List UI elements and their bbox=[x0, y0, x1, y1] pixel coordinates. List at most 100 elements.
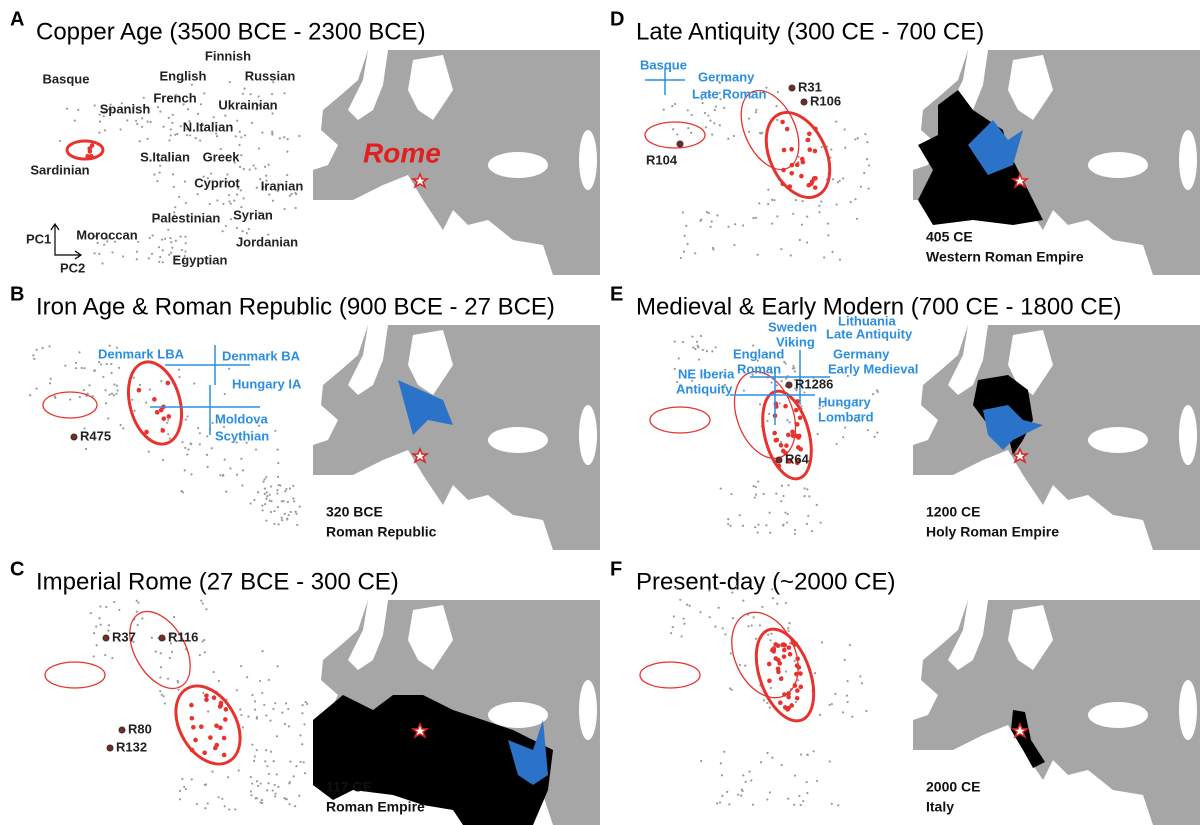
reference-point bbox=[762, 699, 766, 702]
ancient-point bbox=[211, 695, 217, 701]
panel-letter: D bbox=[610, 8, 624, 30]
reference-point bbox=[740, 794, 743, 797]
reference-point bbox=[69, 398, 72, 401]
reference-point bbox=[771, 756, 774, 759]
sample-label: R475 bbox=[80, 428, 111, 443]
reference-point bbox=[295, 512, 298, 515]
reference-point bbox=[223, 392, 226, 396]
ancient-point bbox=[807, 131, 812, 137]
reference-point bbox=[224, 224, 227, 228]
reference-point bbox=[803, 495, 806, 498]
reference-point bbox=[261, 131, 264, 134]
reference-point bbox=[778, 402, 781, 405]
reference-point bbox=[737, 793, 740, 796]
reference-point bbox=[258, 211, 261, 214]
reference-point bbox=[190, 443, 193, 446]
reference-point bbox=[41, 347, 44, 350]
reference-point bbox=[112, 394, 115, 397]
reference-point bbox=[776, 215, 779, 218]
reference-point bbox=[240, 136, 243, 139]
reference-point bbox=[146, 137, 149, 140]
reference-point bbox=[253, 700, 257, 703]
reference-point bbox=[217, 679, 220, 683]
reference-point bbox=[102, 111, 105, 114]
reference-point bbox=[276, 448, 279, 451]
ancient-point bbox=[787, 651, 793, 657]
ancient-point bbox=[154, 410, 160, 415]
population-label: Egyptian bbox=[173, 252, 228, 267]
reference-point bbox=[98, 361, 101, 364]
reference-point bbox=[245, 232, 249, 235]
reference-point bbox=[169, 237, 172, 240]
population-label: Denmark BA bbox=[222, 348, 301, 363]
ancient-point bbox=[771, 646, 777, 651]
reference-point bbox=[158, 260, 161, 264]
reference-point bbox=[292, 497, 295, 500]
reference-point bbox=[799, 803, 802, 807]
reference-point bbox=[262, 480, 265, 483]
reference-point bbox=[229, 218, 232, 221]
population-label: England bbox=[733, 346, 784, 361]
reference-point bbox=[259, 782, 262, 785]
reference-point bbox=[219, 420, 222, 423]
reference-point bbox=[782, 494, 785, 498]
reference-point bbox=[168, 437, 171, 440]
reference-point bbox=[771, 222, 774, 225]
reference-point bbox=[159, 255, 162, 259]
reference-point bbox=[198, 432, 201, 435]
reference-point bbox=[868, 164, 871, 167]
reference-point bbox=[77, 108, 80, 111]
panel: B Iron Age & Roman Republic (900 BCE - 27… bbox=[10, 283, 600, 550]
reference-point bbox=[780, 763, 783, 767]
reference-point bbox=[204, 807, 207, 810]
reference-point bbox=[261, 504, 264, 507]
reference-point bbox=[250, 121, 254, 124]
reference-point bbox=[859, 185, 862, 188]
reference-point bbox=[256, 491, 260, 494]
reference-point bbox=[301, 743, 304, 746]
reference-point bbox=[212, 116, 215, 119]
reference-point bbox=[846, 680, 849, 683]
reference-point bbox=[288, 780, 291, 784]
reference-point bbox=[105, 605, 108, 609]
reference-point bbox=[168, 139, 171, 142]
map bbox=[913, 325, 1200, 550]
sample-point bbox=[800, 98, 808, 106]
reference-point bbox=[797, 679, 800, 682]
ancient-point bbox=[136, 387, 142, 393]
ancient-point bbox=[784, 443, 789, 448]
reference-point bbox=[108, 234, 111, 237]
reference-point bbox=[274, 429, 277, 432]
reference-point bbox=[162, 695, 165, 698]
reference-point bbox=[720, 774, 724, 777]
population-label: Greek bbox=[203, 149, 241, 164]
reference-point bbox=[750, 624, 753, 627]
reference-point bbox=[182, 259, 186, 263]
reference-point bbox=[186, 134, 189, 137]
reference-point bbox=[135, 258, 138, 261]
reference-point bbox=[734, 223, 737, 226]
reference-point bbox=[775, 492, 778, 495]
ancient-point bbox=[798, 671, 803, 676]
reference-point bbox=[183, 254, 186, 258]
reference-point bbox=[758, 583, 761, 586]
reference-point bbox=[207, 710, 210, 713]
ancient-point bbox=[786, 694, 791, 700]
reference-point bbox=[682, 250, 685, 253]
reference-point bbox=[272, 707, 275, 711]
crosshair bbox=[150, 345, 260, 435]
reference-point bbox=[199, 103, 202, 106]
reference-point bbox=[828, 760, 831, 763]
map bbox=[313, 50, 600, 275]
reference-point bbox=[865, 158, 869, 161]
reference-point bbox=[798, 794, 801, 798]
sample-label: R64 bbox=[785, 451, 810, 466]
reference-point bbox=[775, 384, 778, 387]
panel: F Present-day (~2000 CE) 2000 CE Italy bbox=[610, 558, 1200, 825]
map-caption: 320 BCE bbox=[326, 504, 383, 520]
migration-arrow bbox=[398, 380, 453, 435]
reference-point bbox=[770, 632, 773, 635]
reference-point bbox=[287, 725, 291, 728]
reference-point bbox=[221, 797, 224, 800]
ancient-point bbox=[221, 752, 227, 758]
